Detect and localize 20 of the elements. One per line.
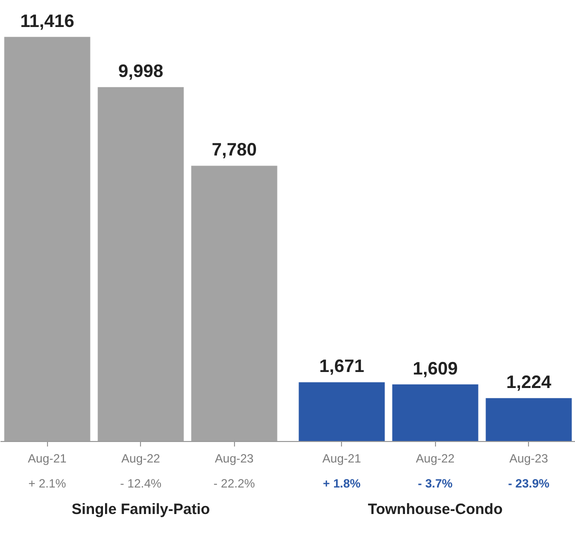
x-tick-label: Aug-21 — [322, 451, 362, 466]
text: - 22.2% — [214, 476, 256, 490]
data-label: 1,224 — [506, 372, 552, 392]
data-label: 1,609 — [412, 358, 458, 378]
x-tick-label: Aug-23 — [509, 451, 548, 466]
text: - 23.9% — [508, 476, 550, 490]
text: - 12.4% — [120, 476, 162, 490]
text: Single Family-Patio — [72, 500, 210, 518]
text: + 2.1% — [28, 476, 66, 490]
data-label: 1,671 — [319, 356, 364, 376]
data-label: 7,780 — [212, 140, 257, 160]
data-label: 9,998 — [118, 61, 164, 82]
text: - 3.7% — [418, 476, 453, 490]
x-tick-label: Aug-21 — [28, 451, 67, 466]
x-tick-label: Aug-23 — [214, 451, 254, 466]
text: Townhouse-Condo — [368, 500, 503, 518]
text: + 1.8% — [322, 476, 361, 490]
x-tick-label: Aug-22 — [121, 451, 160, 466]
x-tick-label: Aug-22 — [416, 451, 455, 466]
data-label: 11,416 — [20, 10, 74, 31]
